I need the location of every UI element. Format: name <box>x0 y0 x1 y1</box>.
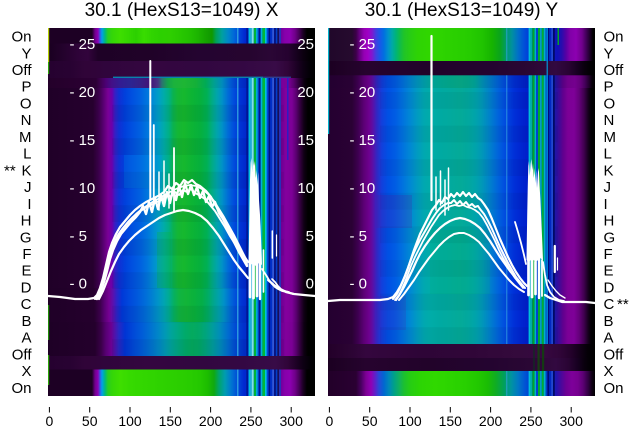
svg-text:25: 25 <box>79 36 96 53</box>
svg-text:G: G <box>20 229 32 246</box>
svg-text:M: M <box>604 129 617 146</box>
svg-text:-: - <box>350 132 355 149</box>
svg-text:10: 10 <box>79 180 96 197</box>
svg-text:I: I <box>27 196 31 213</box>
svg-text:E: E <box>604 263 614 280</box>
svg-text:Off: Off <box>12 62 33 79</box>
svg-text:5: 5 <box>79 228 87 245</box>
svg-text:Off: Off <box>12 346 33 363</box>
svg-text:5: 5 <box>306 228 314 245</box>
svg-text:20: 20 <box>359 84 376 101</box>
svg-text:-: - <box>350 276 355 293</box>
svg-text:**: ** <box>617 296 629 313</box>
svg-text:-: - <box>70 84 75 101</box>
svg-text:-: - <box>350 180 355 197</box>
svg-text:200: 200 <box>199 413 223 429</box>
svg-text:H: H <box>604 213 615 230</box>
svg-text:-: - <box>350 84 355 101</box>
svg-text:25: 25 <box>359 36 376 53</box>
svg-text:G: G <box>604 229 616 246</box>
svg-text:P: P <box>604 79 614 96</box>
svg-text:Y: Y <box>21 45 31 62</box>
svg-text:150: 150 <box>159 413 183 429</box>
svg-text:-: - <box>70 228 75 245</box>
svg-text:On: On <box>604 380 624 397</box>
svg-text:K: K <box>21 162 31 179</box>
svg-text:M: M <box>19 129 32 146</box>
svg-text:L: L <box>604 146 612 163</box>
svg-text:-: - <box>70 180 75 197</box>
svg-text:I: I <box>604 196 608 213</box>
svg-text:300: 300 <box>280 413 304 429</box>
svg-text:-: - <box>70 36 75 53</box>
svg-text:10: 10 <box>297 180 314 197</box>
svg-text:D: D <box>21 280 32 297</box>
svg-text:0: 0 <box>326 413 334 429</box>
svg-text:10: 10 <box>359 180 376 197</box>
svg-text:50: 50 <box>82 413 98 429</box>
svg-text:**: ** <box>4 162 16 179</box>
svg-text:0: 0 <box>306 276 314 293</box>
svg-text:-: - <box>70 276 75 293</box>
svg-text:0: 0 <box>79 276 87 293</box>
svg-text:Off: Off <box>604 62 625 79</box>
svg-text:X: X <box>604 363 614 380</box>
svg-text:50: 50 <box>362 413 378 429</box>
svg-text:Off: Off <box>604 346 625 363</box>
svg-text:20: 20 <box>297 84 314 101</box>
svg-text:-: - <box>350 228 355 245</box>
svg-text:C: C <box>21 296 32 313</box>
svg-text:25: 25 <box>297 36 314 53</box>
svg-text:F: F <box>22 246 31 263</box>
svg-text:30.1 (HexS13=1049) Y: 30.1 (HexS13=1049) Y <box>365 0 559 21</box>
svg-text:O: O <box>20 96 32 113</box>
svg-text:H: H <box>21 213 32 230</box>
svg-text:D: D <box>604 280 615 297</box>
svg-text:C: C <box>604 296 615 313</box>
svg-text:N: N <box>604 112 615 129</box>
svg-text:-: - <box>70 132 75 149</box>
svg-text:250: 250 <box>519 413 543 429</box>
svg-text:O: O <box>604 96 616 113</box>
svg-text:20: 20 <box>79 84 96 101</box>
svg-text:E: E <box>21 263 31 280</box>
svg-text:A: A <box>604 330 614 347</box>
svg-text:B: B <box>604 313 614 330</box>
svg-text:0: 0 <box>46 413 54 429</box>
svg-text:30.1 (HexS13=1049) X: 30.1 (HexS13=1049) X <box>85 0 279 21</box>
svg-text:J: J <box>604 179 612 196</box>
svg-text:F: F <box>604 246 613 263</box>
svg-text:0: 0 <box>359 276 367 293</box>
svg-text:X: X <box>21 363 31 380</box>
svg-text:J: J <box>24 179 32 196</box>
svg-text:200: 200 <box>479 413 503 429</box>
svg-text:On: On <box>604 29 624 46</box>
svg-text:A: A <box>21 330 31 347</box>
svg-text:100: 100 <box>118 413 142 429</box>
svg-text:250: 250 <box>239 413 263 429</box>
svg-text:On: On <box>11 380 31 397</box>
svg-text:K: K <box>604 162 614 179</box>
svg-text:L: L <box>23 146 31 163</box>
svg-text:15: 15 <box>79 132 96 149</box>
svg-text:N: N <box>21 112 32 129</box>
svg-text:300: 300 <box>560 413 584 429</box>
svg-text:5: 5 <box>359 228 367 245</box>
svg-text:15: 15 <box>359 132 376 149</box>
svg-text:150: 150 <box>439 413 463 429</box>
svg-text:-: - <box>350 36 355 53</box>
svg-text:On: On <box>11 29 31 46</box>
svg-text:B: B <box>21 313 31 330</box>
svg-text:100: 100 <box>398 413 422 429</box>
svg-text:P: P <box>21 79 31 96</box>
svg-text:Y: Y <box>604 45 614 62</box>
svg-text:15: 15 <box>297 132 314 149</box>
